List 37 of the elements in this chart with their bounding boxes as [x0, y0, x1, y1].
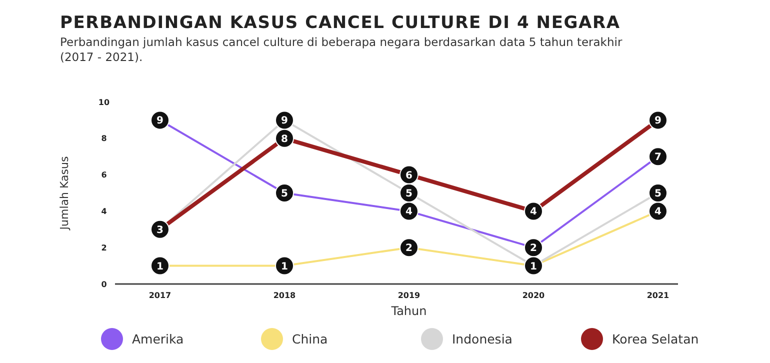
data-label: 2	[530, 243, 538, 254]
data-label: 7	[654, 152, 662, 164]
data-label: 1	[281, 261, 288, 272]
y-tick-label: 8	[101, 134, 108, 144]
data-label: 5	[281, 188, 288, 200]
x-tick-label: 2021	[646, 291, 670, 300]
data-label: 9	[156, 116, 164, 127]
data-label: 3	[156, 224, 164, 236]
y-tick-label: 2	[101, 243, 107, 252]
data-label: 4	[530, 206, 538, 218]
data-label: 4	[406, 206, 413, 218]
x-tick-label: 2017	[148, 291, 172, 300]
x-tick-label: 2019	[398, 291, 421, 300]
y-axis-title: Jumlah Kasus	[58, 156, 71, 231]
data-label: 6	[406, 170, 413, 182]
legend-label: Indonesia	[452, 331, 512, 346]
y-tick-label: 6	[101, 170, 108, 180]
x-tick-label: 2018	[273, 291, 296, 300]
data-label: 2	[406, 243, 413, 254]
y-tick-label: 0	[101, 280, 108, 289]
y-tick-label: 4	[101, 207, 108, 216]
data-label: 1	[156, 261, 164, 272]
legend-label: China	[292, 331, 328, 346]
data-label: 4	[654, 206, 662, 218]
legend-label: Korea Selatan	[612, 331, 699, 346]
chart-subtitle: Perbandingan jumlah kasus cancel culture di beberapa negara berdasarkan data 5 tahun terakhir (2017 - 2021).	[60, 35, 622, 64]
data-label: 8	[281, 134, 288, 145]
x-tick-label: 2020	[522, 291, 546, 300]
y-tick-label: 10	[98, 98, 110, 107]
legend-label: Amerika	[132, 331, 184, 346]
data-label: 5	[654, 188, 662, 200]
data-label: 5	[406, 188, 413, 200]
data-label: 9	[281, 116, 288, 127]
data-label: 1	[530, 261, 538, 272]
chart-title: PERBANDINGAN KASUS CANCEL CULTURE DI 4 NEGARA	[60, 13, 620, 33]
data-label: 9	[654, 116, 662, 127]
x-axis-title: Tahun	[390, 304, 427, 318]
